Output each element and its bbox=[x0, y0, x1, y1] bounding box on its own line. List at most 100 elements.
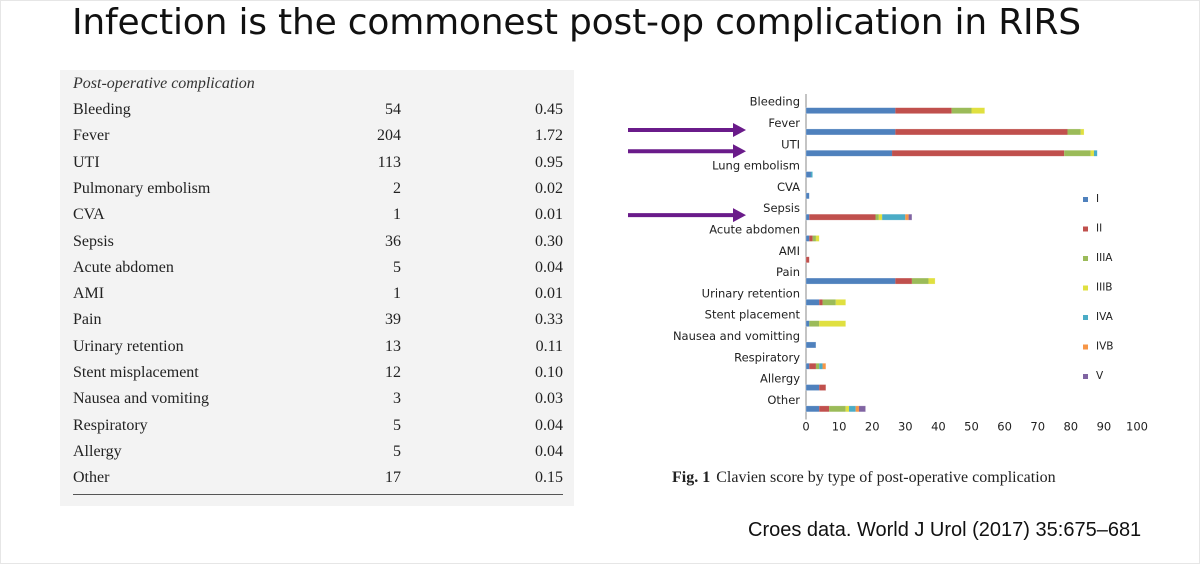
complication-percent: 0.01 bbox=[535, 206, 563, 224]
legend-label: IIIB bbox=[1096, 282, 1113, 294]
bar-segment bbox=[928, 278, 936, 285]
x-tick-label: 70 bbox=[1030, 420, 1045, 434]
bar-segment bbox=[882, 214, 906, 221]
table-bottom-rule bbox=[73, 494, 563, 495]
category-label: Nausea and vomitting bbox=[673, 329, 800, 343]
bar-segment bbox=[1067, 128, 1081, 135]
complication-count: 39 bbox=[385, 311, 401, 329]
bar-segment bbox=[806, 384, 820, 391]
complication-percent: 0.95 bbox=[535, 153, 563, 171]
bar-segment bbox=[905, 214, 909, 221]
highlight-arrow-head bbox=[733, 208, 746, 223]
bar-segment bbox=[895, 128, 1068, 135]
x-tick-label: 50 bbox=[964, 420, 979, 434]
bar-segment bbox=[1093, 150, 1098, 157]
category-label: Acute abdomen bbox=[709, 222, 800, 236]
highlight-arrow-head bbox=[733, 122, 746, 137]
complication-percent: 0.04 bbox=[535, 416, 563, 434]
bar-segment bbox=[908, 214, 912, 221]
bar-outline bbox=[805, 384, 827, 391]
complication-name: Other bbox=[73, 469, 110, 487]
bar-outline bbox=[805, 128, 1085, 136]
legend-swatch bbox=[1083, 315, 1088, 320]
bar-segment bbox=[819, 299, 823, 306]
bar-segment bbox=[819, 384, 826, 391]
x-tick-label: 40 bbox=[931, 420, 946, 434]
bar-segment bbox=[819, 405, 830, 412]
category-label: Respiratory bbox=[734, 350, 800, 364]
category-label: CVA bbox=[777, 180, 800, 194]
bar-segment bbox=[822, 363, 826, 370]
bar-segment bbox=[819, 363, 823, 370]
complication-name: Bleeding bbox=[73, 101, 131, 118]
category-label: Urinary retention bbox=[702, 286, 800, 300]
legend-label: IVB bbox=[1096, 341, 1113, 353]
bar-outline bbox=[805, 171, 813, 178]
table-row: Other 17 0.15 bbox=[73, 469, 563, 495]
table-row: Fever 204 1.72 bbox=[73, 127, 563, 153]
category-label: Fever bbox=[768, 116, 800, 130]
bar-segment bbox=[806, 278, 896, 285]
bar-outline bbox=[805, 213, 913, 221]
slide-title: Infection is the commonest post-op compl… bbox=[72, 2, 1081, 43]
complication-count: 1 bbox=[393, 285, 401, 303]
complication-count: 1 bbox=[393, 206, 401, 224]
bar-segment bbox=[809, 235, 813, 242]
x-tick-label: 0 bbox=[802, 420, 809, 434]
bar-segment bbox=[1064, 150, 1091, 157]
bar-segment bbox=[806, 171, 811, 178]
legend-label: I bbox=[1096, 193, 1099, 205]
clavien-bar-chart: Bleeding Fever UTI Lung embolism CVA Sepsis Ac… bbox=[628, 94, 1148, 434]
bar-outline bbox=[805, 405, 866, 413]
legend-label: V bbox=[1096, 370, 1104, 382]
x-tick-label: 30 bbox=[898, 420, 913, 434]
complication-name: Fever bbox=[73, 127, 110, 145]
complication-name: Nausea and vomiting bbox=[73, 390, 209, 408]
bar-segment bbox=[806, 341, 816, 348]
complication-percent: 0.30 bbox=[535, 232, 563, 250]
complication-percent: 0.33 bbox=[535, 311, 563, 329]
bar-segment bbox=[829, 405, 846, 412]
legend-swatch bbox=[1083, 344, 1088, 350]
bar-segment bbox=[845, 405, 850, 412]
category-label: Sepsis bbox=[763, 201, 800, 215]
table-row: Allergy 5 0.04 bbox=[73, 443, 563, 469]
citation: Croes data. World J Urol (2017) 35:675–6… bbox=[748, 519, 1142, 541]
complication-percent: 0.04 bbox=[535, 442, 563, 460]
complication-count: 13 bbox=[385, 337, 401, 355]
bar-segment bbox=[971, 107, 985, 114]
bar-segment bbox=[812, 235, 816, 242]
complication-count: 5 bbox=[393, 416, 401, 434]
complication-name: CVA bbox=[73, 206, 105, 224]
legend-swatch bbox=[1083, 374, 1088, 379]
bar-segment bbox=[815, 363, 820, 370]
bar-outline bbox=[805, 192, 810, 200]
bar-outline bbox=[805, 107, 986, 114]
complication-percent: 0.04 bbox=[535, 258, 563, 276]
complication-percent: 0.03 bbox=[535, 390, 563, 408]
bar-segment bbox=[806, 214, 810, 221]
table-row: Sepsis 36 0.30 bbox=[73, 233, 563, 259]
complication-name: Pulmonary embolism bbox=[73, 179, 211, 197]
complication-name: Acute abdomen bbox=[73, 258, 174, 276]
complication-name: Stent misplacement bbox=[73, 364, 199, 381]
complication-name: Respiratory bbox=[73, 416, 148, 434]
bar-outline bbox=[805, 256, 810, 264]
legend-label: IVA bbox=[1096, 311, 1114, 323]
complication-percent: 0.10 bbox=[535, 364, 563, 381]
complication-percent: 0.15 bbox=[535, 469, 563, 487]
category-label: Allergy bbox=[760, 372, 800, 386]
complication-count: 113 bbox=[377, 153, 401, 171]
complication-count: 3 bbox=[393, 390, 401, 408]
table-row: Stent misplacement 12 0.10 bbox=[73, 364, 563, 390]
bar-outline bbox=[805, 341, 817, 349]
bar-segment bbox=[806, 299, 820, 306]
complication-percent: 0.02 bbox=[535, 179, 563, 197]
figure-label: Fig. 1 bbox=[672, 469, 711, 486]
complication-name: Pain bbox=[73, 311, 102, 329]
complication-name: Allergy bbox=[73, 442, 122, 460]
bar-segment bbox=[849, 405, 856, 412]
bar-outline bbox=[805, 362, 827, 370]
bar-outline bbox=[805, 299, 847, 306]
complication-count: 5 bbox=[393, 442, 401, 460]
